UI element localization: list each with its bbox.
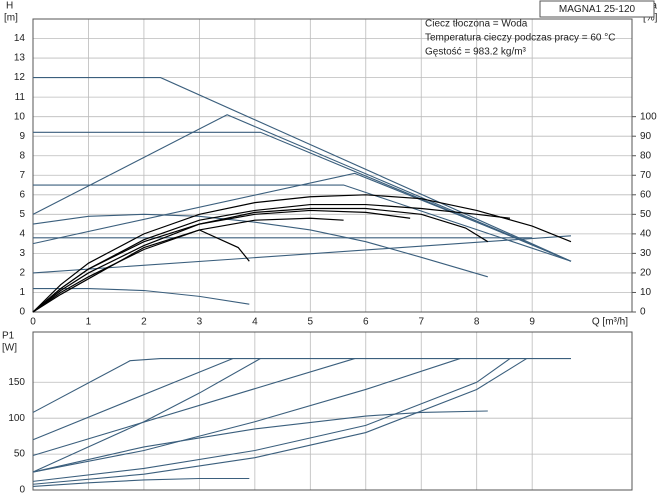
- annotation: Ciecz tłoczona = Woda: [425, 19, 528, 30]
- plot-frame: [32, 331, 633, 491]
- annotation: Temperatura cieczy podczas pracy = 60 °C: [425, 33, 615, 44]
- y-tick-label: 11: [15, 92, 26, 103]
- y2-tick-label: 70: [640, 170, 652, 181]
- x-tick-label: 5: [308, 317, 314, 328]
- plot-frame: [32, 18, 633, 313]
- y-tick-label: 50: [14, 449, 26, 460]
- y2-tick-label: 50: [640, 209, 652, 220]
- curve: [32, 229, 250, 313]
- y-tick-label: 14: [14, 33, 26, 44]
- x-tick-label: 4: [252, 317, 258, 328]
- curve: [33, 77, 572, 262]
- x-tick-label: 2: [141, 317, 147, 328]
- legend-box: [539, 0, 655, 18]
- y2-tick-label: 20: [640, 268, 652, 279]
- curve: [32, 172, 516, 245]
- y-label: H: [6, 1, 13, 12]
- y2-tick-label: 100: [640, 111, 657, 122]
- x-tick-label: 0: [30, 317, 36, 328]
- curve: [32, 358, 355, 457]
- y-tick-label: 150: [8, 377, 25, 388]
- curve: [32, 207, 489, 313]
- x-tick-label: 1: [86, 317, 92, 328]
- curve: [32, 358, 233, 441]
- y-unit: [W]: [2, 343, 17, 354]
- y-tick-label: 9: [19, 131, 25, 142]
- curve: [32, 358, 571, 413]
- x-tick-label: 3: [197, 317, 203, 328]
- y2-tick-label: 0: [640, 307, 646, 318]
- curve: [32, 358, 511, 482]
- x-label: Q [m³/h]: [592, 317, 628, 328]
- x-tick-label: 7: [418, 317, 424, 328]
- legend-text: MAGNA1 25-120: [559, 4, 636, 15]
- y-tick-label: 4: [19, 229, 25, 240]
- y-tick-label: 13: [14, 53, 26, 64]
- y-tick-label: 6: [19, 189, 25, 200]
- y2-tick-label: 40: [640, 229, 652, 240]
- y-tick-label: 12: [14, 72, 26, 83]
- y2-tick-label: 60: [640, 189, 652, 200]
- y-unit: [m]: [4, 13, 18, 24]
- y2-tick-label: 80: [640, 150, 652, 161]
- curve: [32, 209, 411, 313]
- y2-tick-label: 30: [640, 248, 652, 259]
- x-tick-label: 6: [363, 317, 369, 328]
- y-tick-label: 8: [19, 150, 25, 161]
- curve: [32, 358, 461, 473]
- curve: [32, 410, 488, 473]
- curve: [32, 477, 250, 487]
- curve: [32, 217, 344, 313]
- y-tick-label: 2: [19, 268, 25, 279]
- y2-tick-label: 10: [640, 287, 652, 298]
- x-tick-label: 8: [474, 317, 480, 328]
- curve: [32, 194, 572, 313]
- curve: [32, 213, 488, 278]
- x-tick-label: 9: [529, 317, 535, 328]
- y-tick-label: 0: [19, 307, 25, 318]
- curve: [32, 358, 527, 485]
- y2-tick-label: 90: [640, 131, 652, 142]
- y-tick-label: 10: [14, 111, 26, 122]
- annotation: Gęstość = 983.2 kg/m³: [425, 47, 527, 58]
- y-label: P1: [2, 331, 15, 342]
- y-tick-label: 7: [19, 170, 25, 181]
- y-tick-label: 0: [19, 485, 25, 495]
- curve: [33, 184, 572, 262]
- y2-unit: [%]: [643, 13, 658, 24]
- y-tick-label: 5: [19, 209, 25, 220]
- y-tick-label: 1: [19, 287, 25, 298]
- curve: [32, 235, 572, 274]
- y-tick-label: 100: [8, 413, 25, 424]
- y-tick-label: 3: [19, 248, 25, 259]
